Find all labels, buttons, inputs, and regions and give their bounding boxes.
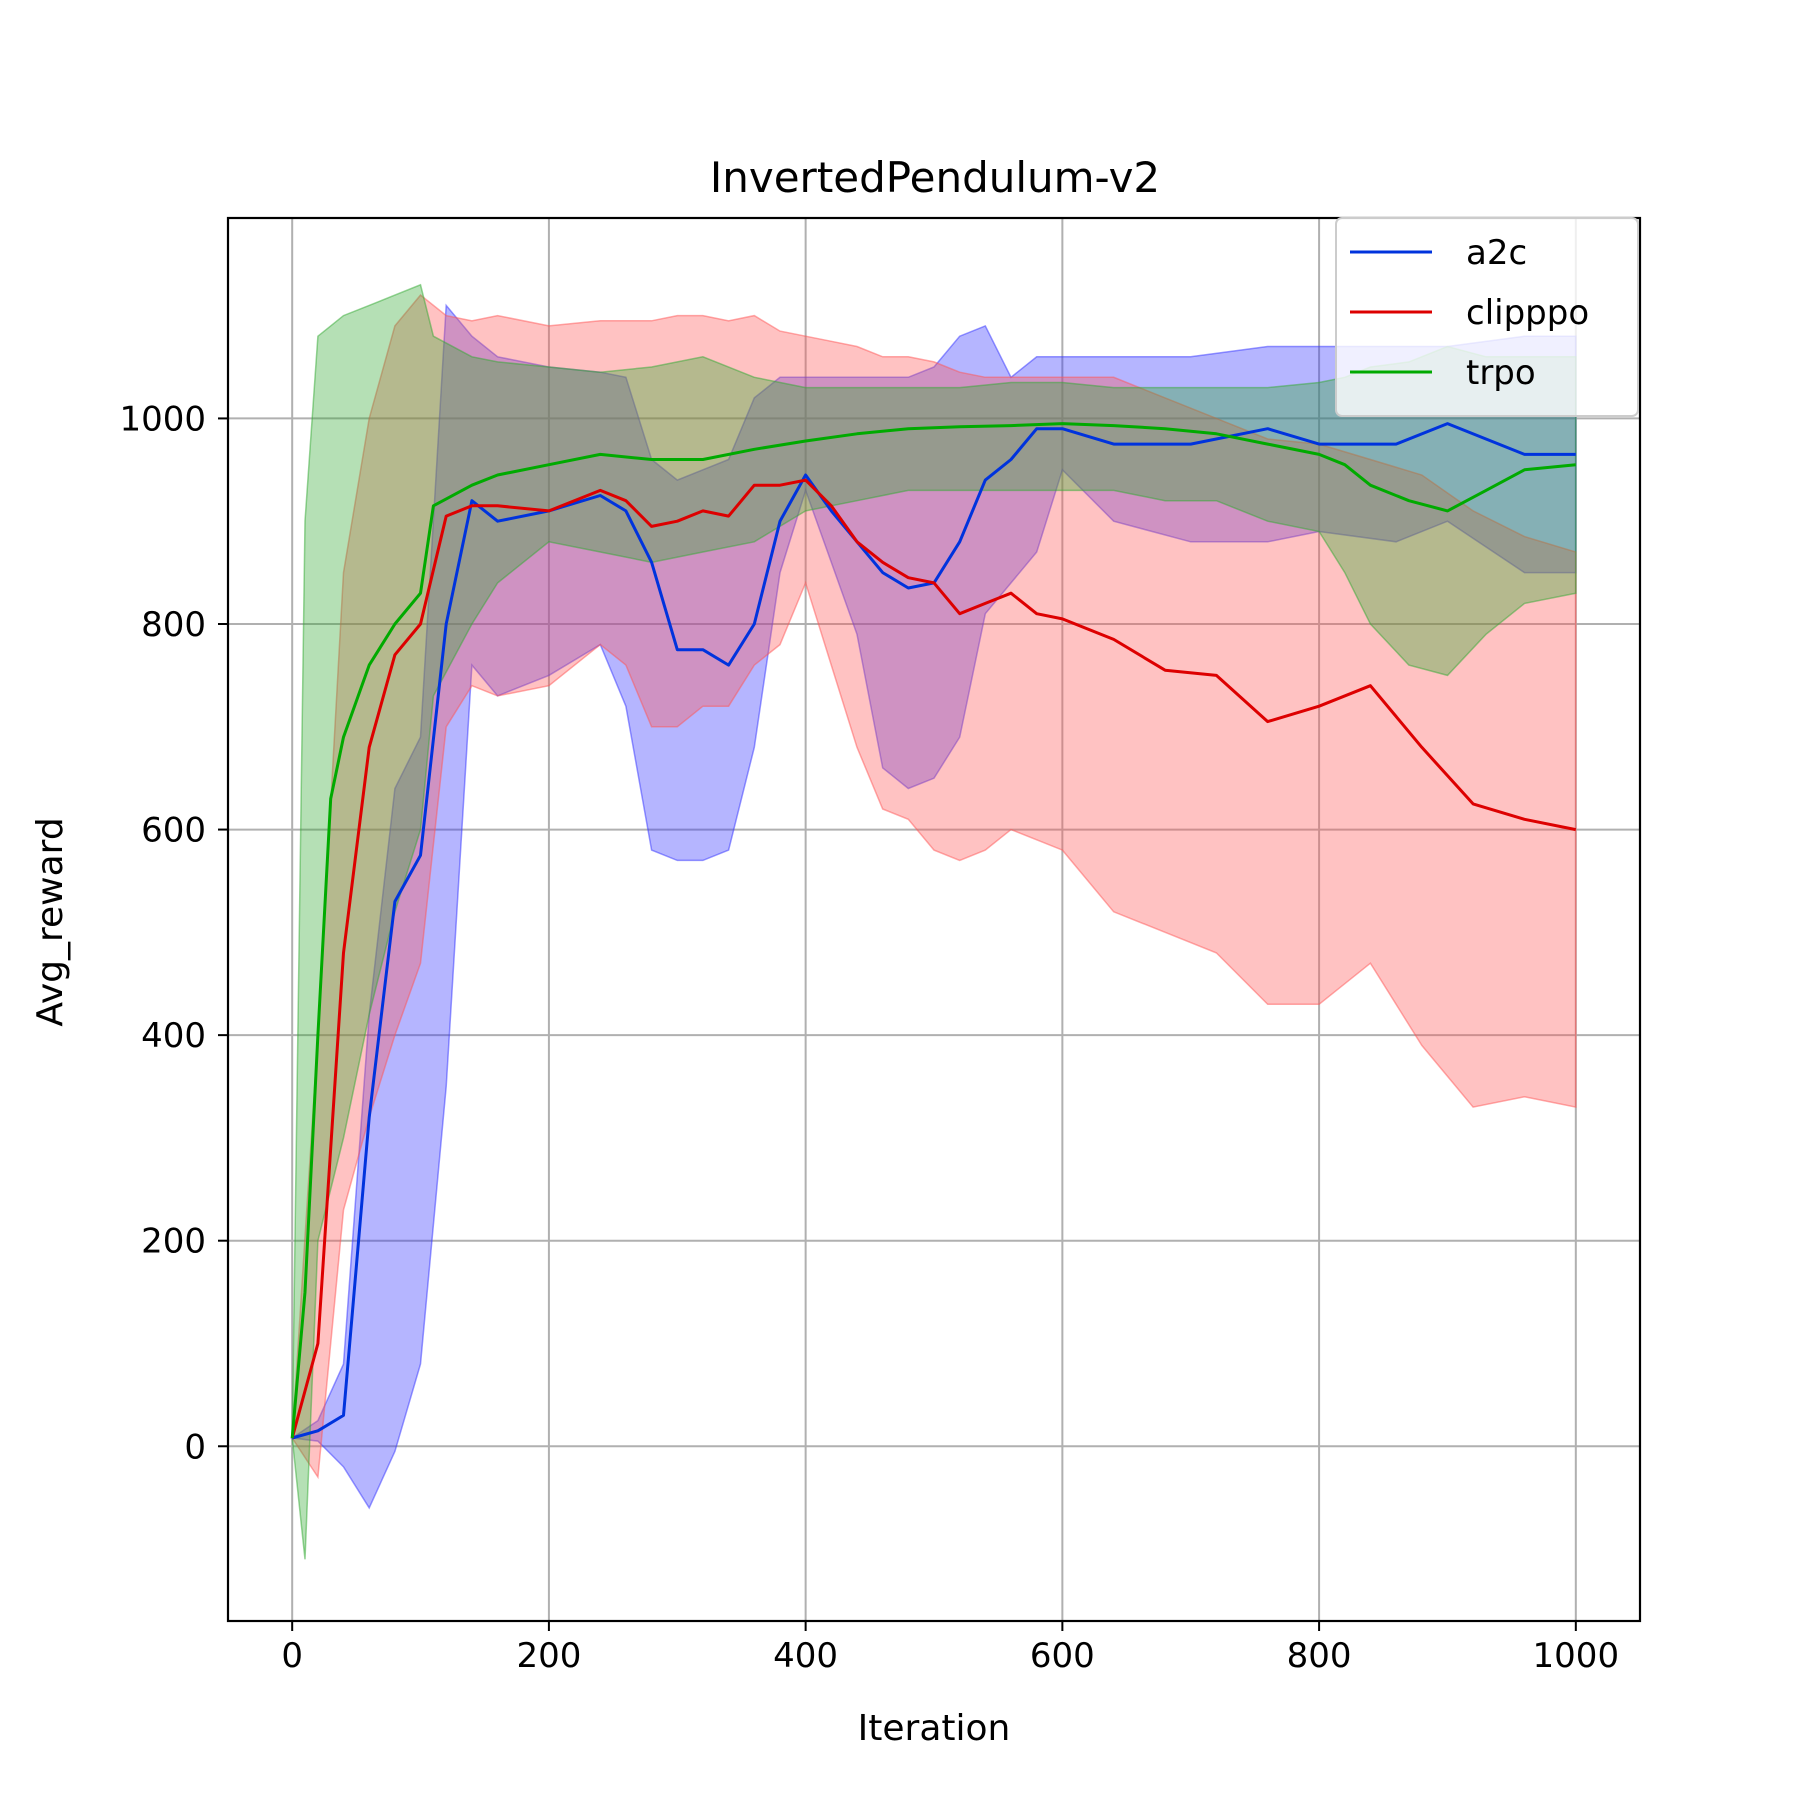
series-lines: [290, 422, 1577, 1440]
x-tick-label: 400: [773, 1636, 838, 1676]
y-axis-ticks: 0 200 400 600 800 1000: [119, 399, 228, 1467]
x-tick-label: 0: [281, 1636, 303, 1676]
legend-label-trpo: trpo: [1466, 353, 1536, 393]
y-tick-label: 1000: [119, 399, 206, 439]
legend: a2c clipppo trpo: [1335, 217, 1639, 417]
x-tick-label: 200: [516, 1636, 581, 1676]
x-axis-ticks: 0 200 400 600 800 1000: [281, 1621, 1619, 1676]
x-tick-label: 600: [1030, 1636, 1095, 1676]
x-axis-title: Iteration: [858, 1708, 1011, 1749]
plot-frame: [226, 216, 1642, 1623]
legend-label-a2c: a2c: [1466, 233, 1527, 273]
chart-title: InvertedPendulum-v2: [710, 153, 1160, 202]
legend-box: [1335, 217, 1639, 417]
x-tick-label: 1000: [1533, 1636, 1620, 1676]
y-tick-label: 600: [141, 811, 206, 851]
grid: [228, 218, 1640, 1621]
y-tick-label: 800: [141, 605, 206, 645]
line-a2c: [291, 422, 1576, 1440]
line-clipppo: [290, 478, 1577, 1439]
x-tick-label: 800: [1287, 1636, 1352, 1676]
line-trpo: [290, 422, 1576, 1439]
y-tick-label: 200: [141, 1222, 206, 1262]
legend-label-clipppo: clipppo: [1466, 293, 1589, 333]
y-axis-title: Avg_reward: [30, 817, 71, 1026]
y-tick-label: 0: [184, 1427, 206, 1467]
y-tick-label: 400: [141, 1016, 206, 1056]
